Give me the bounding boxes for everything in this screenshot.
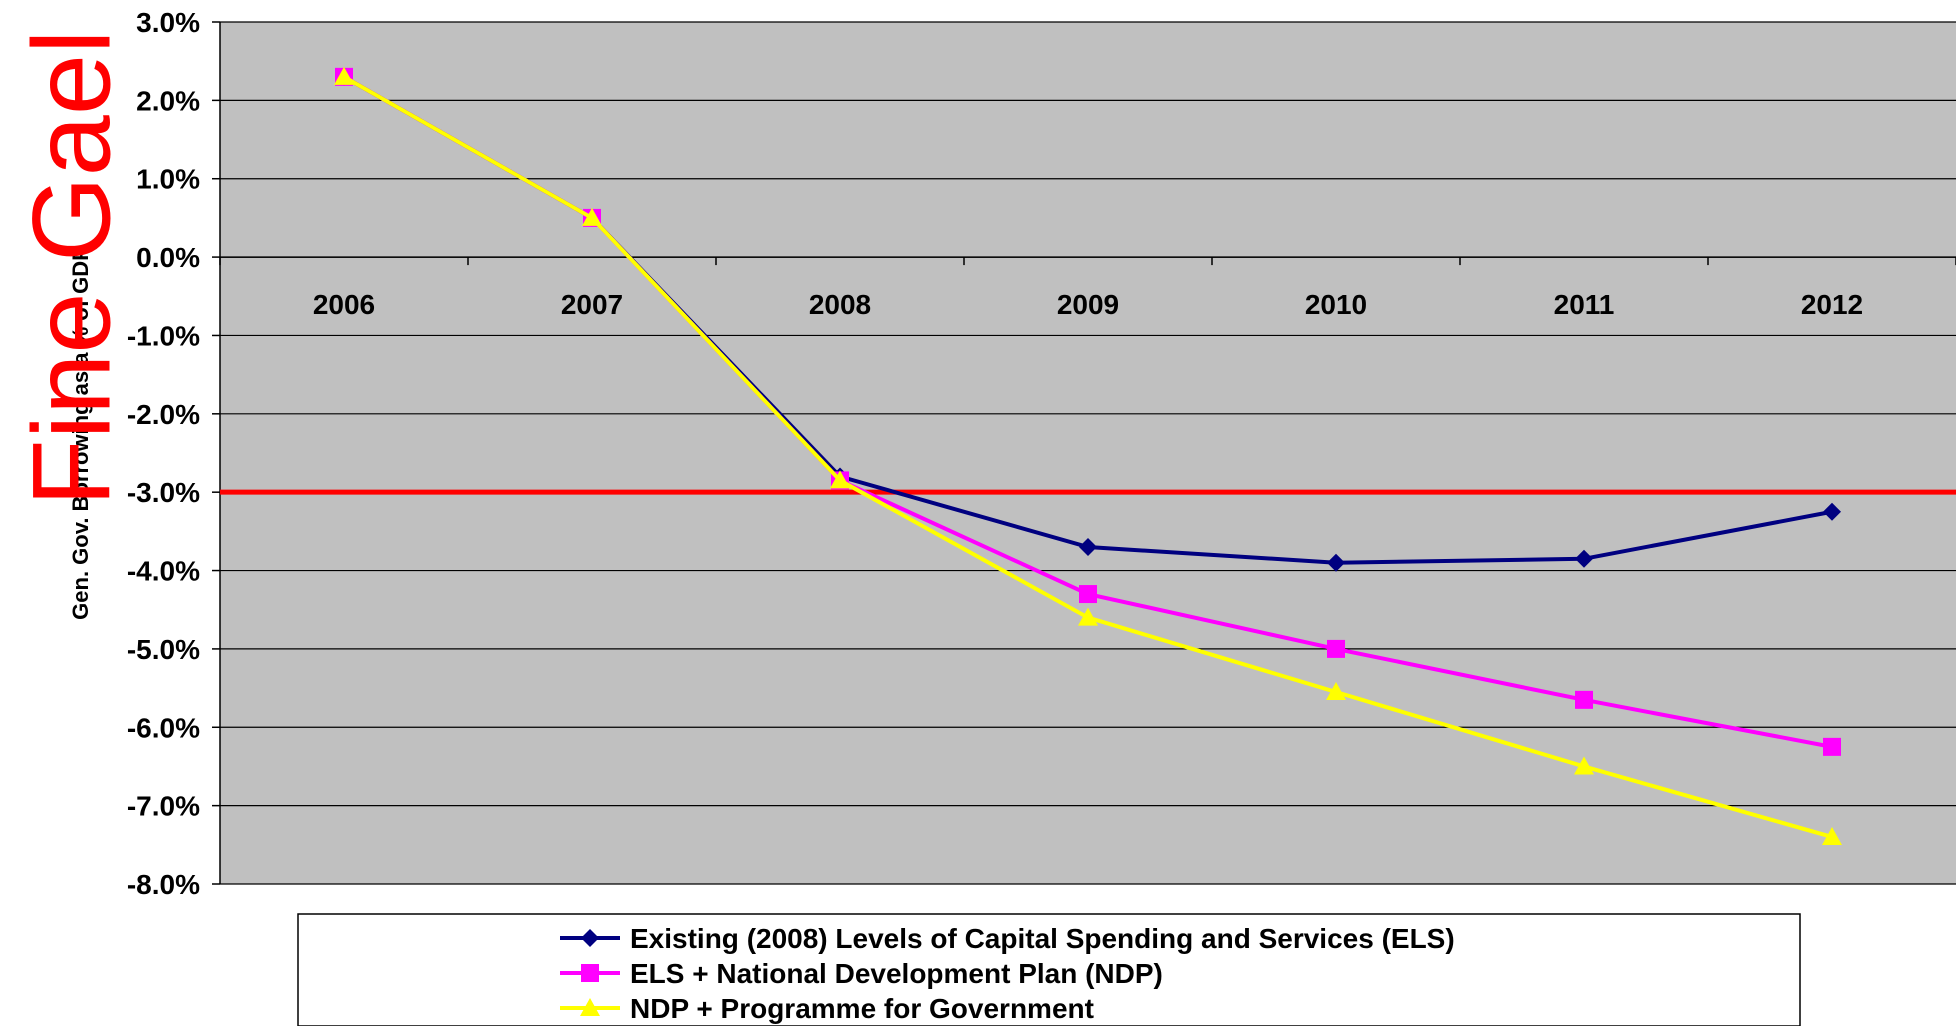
data-point-marker [1575,549,1593,568]
data-point-marker [1079,585,1097,604]
x-tick-label: 2010 [1305,289,1367,320]
y-tick-label: -7.0% [127,791,200,822]
data-point-marker [580,998,600,1016]
y-tick-label: -2.0% [127,399,200,430]
series-group [334,66,1842,845]
data-point-marker [334,66,354,85]
data-point-marker [1822,826,1842,845]
legend-label: ELS + National Development Plan (NDP) [630,958,1163,989]
legend-label: NDP + Programme for Government [630,993,1094,1024]
legend-item-1: Existing (2008) Levels of Capital Spendi… [560,923,1455,954]
legend-item-3: NDP + Programme for Government [560,993,1094,1024]
data-point-marker [1327,553,1345,572]
y-tick-label: -8.0% [127,869,200,900]
series-3 [334,66,1842,845]
x-tick-label: 2007 [561,289,623,320]
y-tick-labels: 3.0% 2.0% 1.0% 0.0% -1.0% -2.0% -3.0% -4.0% -5.0… [127,7,200,900]
data-point-marker [1575,690,1593,709]
data-point-marker [581,929,599,947]
data-point-marker [830,470,850,489]
y-tick-label: -3.0% [127,477,200,508]
legend-box [297,913,1801,1026]
legend-label: Existing (2008) Levels of Capital Spendi… [630,923,1455,954]
data-point-marker [1823,502,1841,521]
x-tick-label: 2009 [1057,289,1119,320]
y-tick-label: 0.0% [136,242,200,273]
y-tick-label: 1.0% [136,164,200,195]
y-axis-label: Gen. Gov. Borrowing as a % of GDP [68,246,93,620]
x-tick-label: 2008 [809,289,871,320]
y-tick-label: -4.0% [127,556,200,587]
y-tick-label: -6.0% [127,712,200,743]
axes [212,21,1956,885]
x-tick-label: 2011 [1554,289,1615,320]
gridlines [220,21,1956,885]
legend: Existing (2008) Levels of Capital Spendi… [297,913,1801,1026]
fine-gael-watermark: Fine Gael [11,30,134,507]
data-point-marker [1326,682,1346,701]
data-point-marker [1078,607,1098,626]
x-tick-labels: 2006 2007 2008 2009 2010 2011 2012 [313,289,1863,320]
data-point-marker [582,207,602,226]
data-point-marker [1327,639,1345,658]
data-point-marker [1823,737,1841,756]
y-tick-label: -5.0% [127,634,200,665]
x-tick-label: 2012 [1801,289,1863,320]
legend-item-2: ELS + National Development Plan (NDP) [560,958,1163,989]
y-tick-label: 3.0% [136,7,200,38]
y-tick-label: 2.0% [136,85,200,116]
y-tick-label: -1.0% [127,320,200,351]
data-point-marker [581,964,599,982]
data-point-marker [1079,538,1097,557]
plot-area [220,22,1956,884]
x-tick-label: 2006 [313,289,375,320]
data-point-marker [1574,756,1594,775]
